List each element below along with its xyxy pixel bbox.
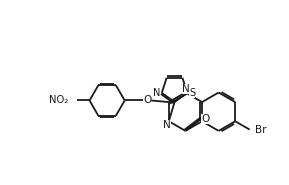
- Text: NO₂: NO₂: [49, 95, 68, 105]
- Text: N: N: [163, 120, 171, 130]
- Text: S: S: [189, 88, 195, 98]
- Text: O: O: [201, 114, 210, 124]
- Text: O: O: [143, 95, 151, 105]
- Text: Br: Br: [255, 125, 267, 134]
- Text: N: N: [153, 88, 160, 98]
- Text: N: N: [181, 84, 189, 94]
